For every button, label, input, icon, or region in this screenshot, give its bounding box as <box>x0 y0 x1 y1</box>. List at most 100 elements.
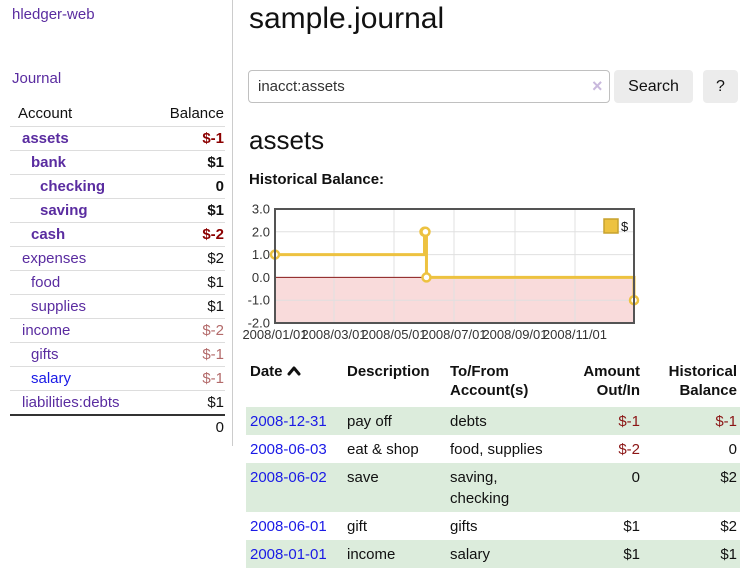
svg-text:2008/11/01: 2008/11/01 <box>543 327 607 342</box>
account-balance: $2 <box>146 246 225 271</box>
register-cell-amount: $-2 <box>618 441 640 458</box>
register-cell-date: 2008-12-31 <box>246 407 346 435</box>
register-cell-accounts: debts <box>447 407 559 435</box>
register-cell-balance: $1 <box>641 540 740 568</box>
svg-text:2008/09/01: 2008/09/01 <box>482 327 547 342</box>
account-balance: $1 <box>146 390 225 415</box>
account-link-supplies[interactable]: supplies <box>31 298 87 315</box>
account-balance: $1 <box>146 198 225 223</box>
register-cell-balance: $2 <box>641 463 740 512</box>
account-balance: $-1 <box>146 366 225 391</box>
register-cell-date: 2008-06-02 <box>246 463 346 512</box>
svg-text:2008/05/01: 2008/05/01 <box>361 327 426 342</box>
accounts-total-row: 0 <box>10 413 225 439</box>
account-balance: $-1 <box>146 126 225 151</box>
account-link-gifts[interactable]: gifts <box>31 346 59 363</box>
sidebar-item-journal[interactable]: Journal <box>12 70 62 87</box>
svg-text:3.0: 3.0 <box>252 202 270 217</box>
account-link-assets[interactable]: assets <box>22 130 69 147</box>
register-row: 2008-01-01 income salary $1 $1 <box>246 540 740 568</box>
register-cell-date: 2008-06-03 <box>246 435 346 463</box>
register-table: Date Description To/From Account(s) Amoun… <box>246 360 740 568</box>
svg-text:$: $ <box>621 219 629 234</box>
register-cell-date: 2008-01-01 <box>246 540 346 568</box>
register-header-date[interactable]: Date <box>246 360 346 407</box>
account-link-saving[interactable]: saving <box>40 202 88 219</box>
svg-text:2008/07/01: 2008/07/01 <box>421 327 486 342</box>
clear-search-icon[interactable]: × <box>592 76 603 96</box>
help-button[interactable]: ? <box>703 70 738 103</box>
register-cell-balance: 0 <box>728 441 737 458</box>
account-link-bank[interactable]: bank <box>31 154 67 171</box>
register-row: 2008-06-03 eat & shop food, supplies $-2 0 <box>246 435 740 463</box>
account-link-income[interactable]: income <box>22 322 71 339</box>
account-balance: $-1 <box>146 342 225 367</box>
transaction-date-link[interactable]: 2008-01-01 <box>250 546 327 563</box>
account-row: assets $-1 <box>10 126 225 151</box>
account-link-liabilities-debts[interactable]: liabilities:debts <box>22 393 120 411</box>
accounts-table: Account Balance assets $-1 bank $1 checking 0… <box>10 103 225 439</box>
register-cell-accounts: salary <box>447 540 559 568</box>
account-heading: assets <box>249 125 325 155</box>
account-link-checking[interactable]: checking <box>40 178 106 195</box>
register-cell-description: gift <box>347 518 368 535</box>
svg-text:-2.0: -2.0 <box>248 316 270 331</box>
register-header-amount: Amount Out/In <box>583 363 640 399</box>
account-balance: $-2 <box>146 318 225 343</box>
svg-text:2008/03/01: 2008/03/01 <box>301 327 366 342</box>
page-title: sample.journal <box>249 2 445 35</box>
account-row: expenses $2 <box>10 246 225 271</box>
transaction-date-link[interactable]: 2008-06-03 <box>250 441 327 458</box>
svg-text:2008/01/01: 2008/01/01 <box>242 327 307 342</box>
register-cell-amount: $1 <box>559 540 641 568</box>
account-row: cash $-2 <box>10 222 225 247</box>
transaction-date-link[interactable]: 2008-12-31 <box>250 413 327 430</box>
account-row: food $1 <box>10 270 225 295</box>
app-title-link[interactable]: hledger-web <box>12 6 95 23</box>
account-balance: $1 <box>146 270 225 295</box>
historical-balance-chart[interactable]: $3.0 2.0 1.0 0.0 -1.0 -2.0 2008/01/01 2008/03/0… <box>240 198 742 350</box>
account-balance: 0 <box>146 174 225 199</box>
register-row: 2008-12-31 pay off debts $-1 $-1 <box>246 407 740 435</box>
search-input[interactable] <box>248 70 610 103</box>
register-header-accounts: To/From Account(s) <box>450 363 529 399</box>
account-link-salary[interactable]: salary <box>31 370 72 387</box>
register-row: 2008-06-02 save saving, checking 0 $2 <box>246 463 740 512</box>
accounts-table-header: Account Balance <box>10 103 225 127</box>
register-cell-accounts: food, supplies <box>450 441 543 458</box>
svg-text:-1.0: -1.0 <box>248 293 270 308</box>
svg-text:1.0: 1.0 <box>252 247 270 262</box>
account-row: checking 0 <box>10 174 225 199</box>
account-link-cash[interactable]: cash <box>31 226 66 243</box>
register-cell-amount: $-1 <box>559 407 641 435</box>
register-cell-accounts: saving, checking <box>447 463 559 512</box>
register-cell-accounts: gifts <box>450 518 478 535</box>
account-row: income $-2 <box>10 318 225 343</box>
search-button[interactable]: Search <box>614 70 693 103</box>
register-cell-balance: $-1 <box>641 407 740 435</box>
account-row: liabilities:debts $1 <box>10 390 225 415</box>
register-cell-description: save <box>346 463 447 512</box>
account-link-expenses[interactable]: expenses <box>22 250 87 267</box>
chart-title: Historical Balance: <box>249 171 385 188</box>
accounts-header-balance: Balance <box>169 105 224 122</box>
register-row: 2008-06-01 gift gifts $1 $2 <box>246 512 740 540</box>
account-balance: $-2 <box>146 222 225 247</box>
register-cell-description: pay off <box>346 407 447 435</box>
account-link-food[interactable]: food <box>31 274 61 291</box>
sort-asc-icon <box>287 363 301 382</box>
register-header-balance: Historical Balance <box>668 363 737 399</box>
account-row: salary $-1 <box>10 366 225 391</box>
register-cell-description: income <box>346 540 447 568</box>
register-cell-balance: $2 <box>720 518 737 535</box>
register-header-row: Date Description To/From Account(s) Amoun… <box>246 360 740 407</box>
account-balance: $1 <box>146 150 225 175</box>
account-balance: $1 <box>146 294 225 319</box>
transaction-date-link[interactable]: 2008-06-01 <box>250 518 327 535</box>
transaction-date-link[interactable]: 2008-06-02 <box>250 469 327 486</box>
account-row: saving $1 <box>10 198 225 223</box>
account-row: supplies $1 <box>10 294 225 319</box>
svg-text:2.0: 2.0 <box>252 224 270 239</box>
register-header-description: Description <box>347 363 430 380</box>
accounts-total-spacer <box>10 413 147 439</box>
